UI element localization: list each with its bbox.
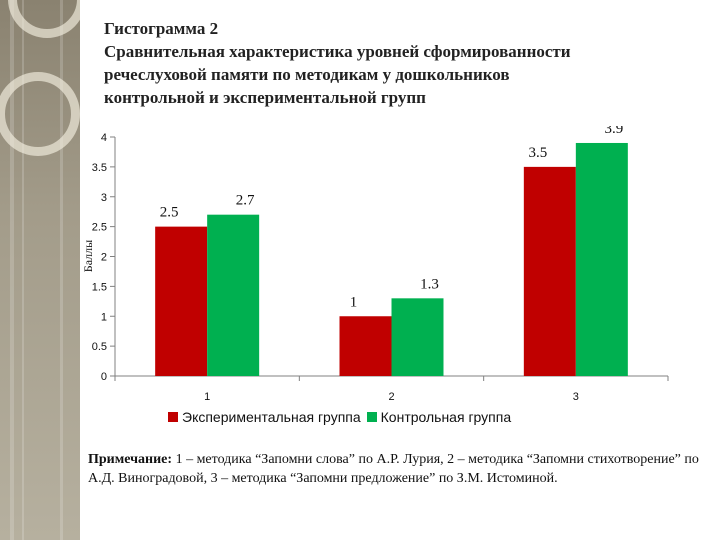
title-line: Гистограмма 2 [104, 19, 219, 38]
legend-label-control: Контрольная группа [380, 409, 512, 425]
decorative-side-panel [0, 0, 80, 540]
y-tick-label: 0 [101, 371, 107, 383]
bar-control [207, 214, 260, 376]
y-tick-label: 2 [101, 252, 107, 264]
x-tick-label: 2 [388, 391, 394, 403]
bar-experimental [339, 316, 392, 376]
footnote: Примечание: 1 – методика “Запомни слова”… [88, 450, 703, 488]
bar-experimental [155, 226, 208, 376]
data-label: 2.5 [160, 205, 179, 221]
data-label: 1 [350, 294, 358, 310]
footnote-prefix: Примечание: [88, 452, 173, 467]
legend-item-control: Контрольная группа [366, 409, 512, 425]
y-tick-label: 4 [101, 132, 107, 144]
y-axis-label: Баллы [81, 240, 95, 272]
legend-label-experimental: Экспериментальная группа [182, 409, 361, 425]
y-tick-label: 3 [101, 192, 107, 204]
decorative-ring [0, 72, 80, 156]
title-line: речеслуховой памяти по методикам у дошко… [104, 65, 510, 84]
bar-chart: 0 0.5 1 1.5 2 2.5 3 3.5 4 Баллы 1 2.5 2.7 2 1 1.3 3 3.5 3.… [81, 126, 669, 403]
chart-legend: Экспериментальная группа Контрольная гру… [168, 409, 517, 425]
y-tick-label: 1.5 [92, 281, 107, 293]
data-label: 3.5 [528, 145, 547, 161]
chart-title: Гистограмма 2 Сравнительная характеристи… [104, 17, 704, 109]
data-label: 3.9 [604, 126, 623, 137]
x-tick-label: 1 [204, 391, 210, 403]
y-tick-label: 1 [101, 311, 107, 323]
bar-control [575, 142, 628, 376]
decorative-ring [8, 0, 80, 38]
y-tick-label: 0.5 [92, 341, 107, 353]
x-tick-label: 3 [573, 391, 579, 403]
title-line: контрольной и экспериментальной групп [104, 88, 426, 107]
legend-item-experimental: Экспериментальная группа [168, 409, 361, 425]
bar-control [391, 298, 444, 376]
data-label: 1.3 [420, 276, 439, 292]
footnote-text: 1 – методика “Запомни слова” по А.Р. Лур… [88, 452, 699, 486]
legend-swatch-control [366, 412, 377, 422]
data-label: 2.7 [236, 193, 255, 209]
title-line: Сравнительная характеристика уровней сфо… [104, 42, 571, 61]
y-tick-label: 3.5 [92, 162, 107, 174]
bar-experimental [523, 166, 576, 376]
y-tick-label: 2.5 [92, 222, 107, 234]
legend-swatch-experimental [168, 412, 178, 422]
